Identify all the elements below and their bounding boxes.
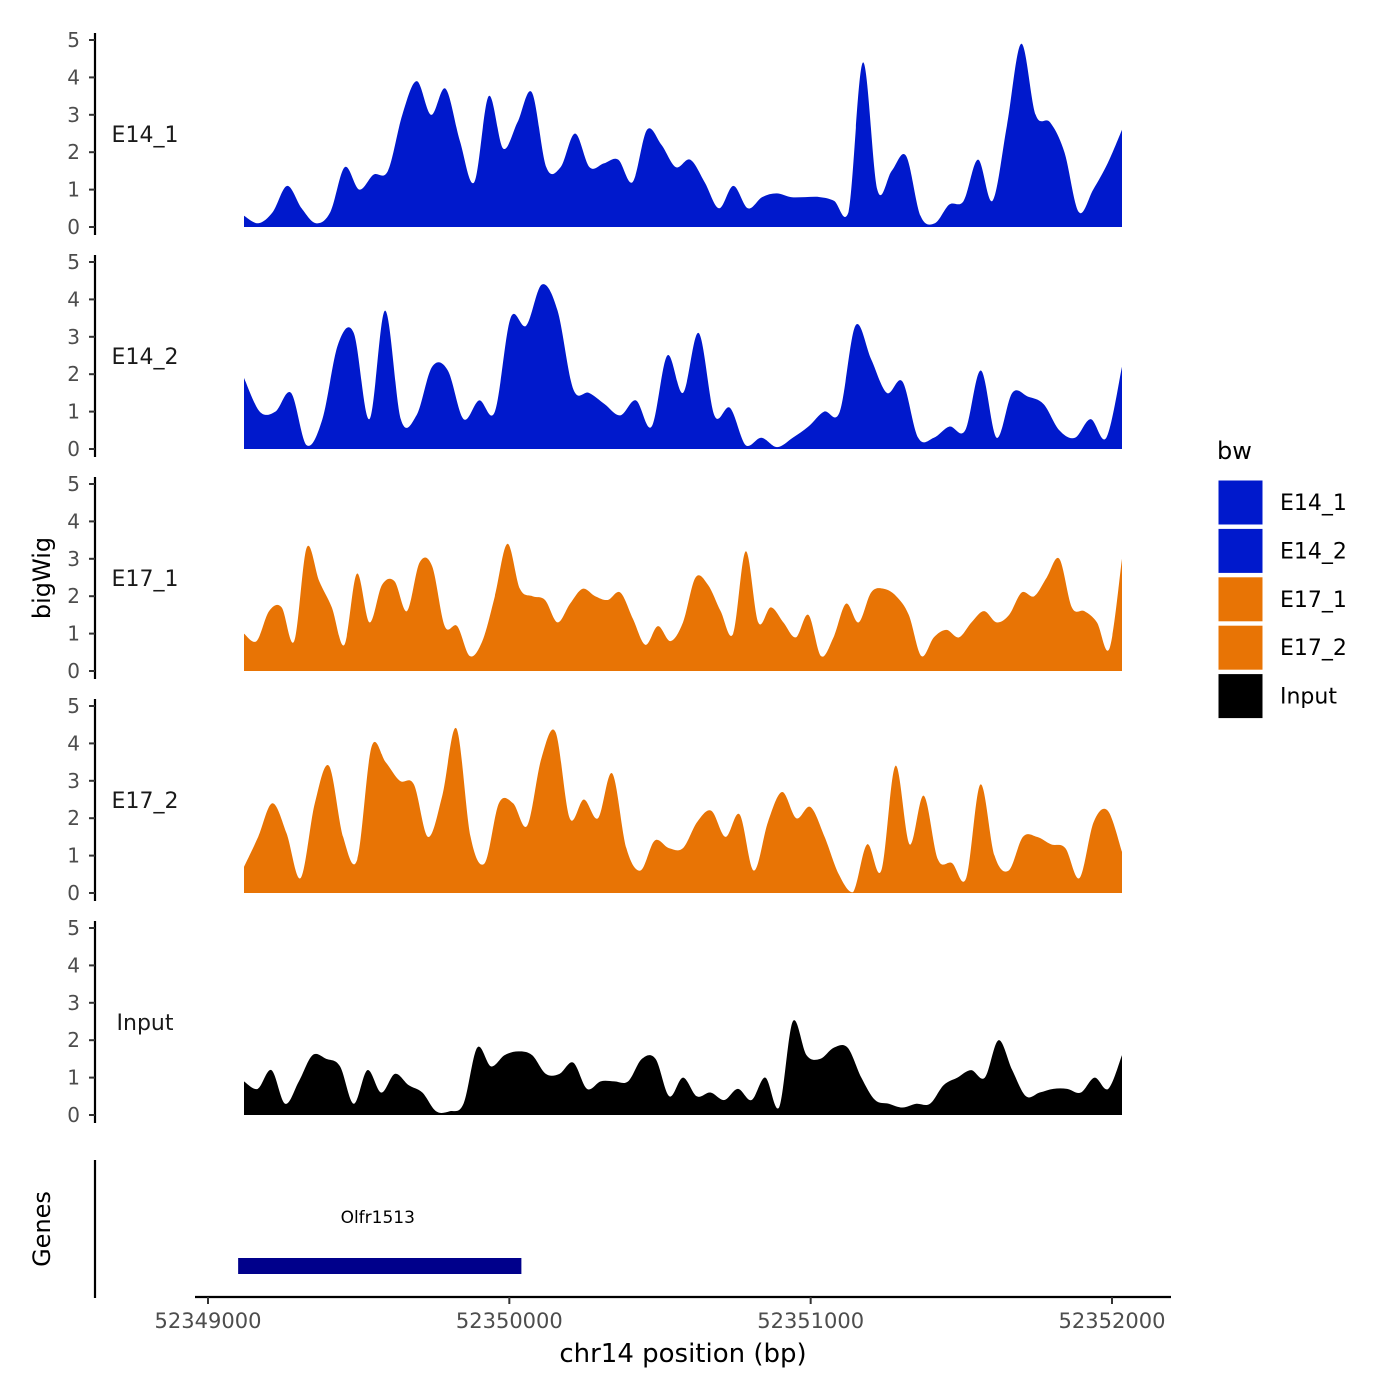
- legend-title: bw: [1217, 437, 1252, 465]
- track-panels: 0 1 2 3 4 5 E14_1 0 1 2 3 4 5 E14_2 0 1 2 3 4 5 E17_1 0 1 2 3 4 5 E…: [67, 28, 1122, 1127]
- coverage-area-e17-2: [244, 727, 1122, 893]
- coverage-area-e17-1: [244, 543, 1122, 671]
- y-tick-label: 2: [67, 584, 80, 608]
- y-tick-label: 1: [67, 622, 80, 646]
- y-tick-label: 0: [67, 659, 80, 683]
- legend-label: Input: [1280, 685, 1337, 710]
- coverage-area-e14-1: [244, 43, 1122, 228]
- y-tick-label: 4: [67, 953, 80, 977]
- track-panel-e17-1: 0 1 2 3 4 5 E17_1: [67, 472, 1122, 683]
- y-tick-label: 2: [67, 140, 80, 164]
- y-tick-label: 1: [67, 178, 80, 202]
- legend-label: E14_2: [1280, 539, 1347, 564]
- x-tick-label: 52351000: [757, 1309, 864, 1333]
- legend-swatch: [1217, 673, 1264, 720]
- track-panel-input: 0 1 2 3 4 5 Input: [67, 916, 1122, 1127]
- x-tick-label: 52352000: [1059, 1309, 1166, 1333]
- gene-label: Olfr1513: [341, 1208, 415, 1228]
- y-tick-label: 4: [67, 287, 80, 311]
- track-label: Input: [117, 1011, 174, 1036]
- y-tick-label: 5: [67, 250, 80, 274]
- y-tick-label: 3: [67, 325, 80, 349]
- gene-panel-title: Genes: [28, 1191, 56, 1267]
- x-tick-label: 52350000: [456, 1309, 563, 1333]
- y-tick-label: 1: [67, 844, 80, 868]
- coverage-area-input: [244, 1020, 1122, 1115]
- legend-swatch: [1217, 527, 1264, 574]
- track-panel-e14-2: 0 1 2 3 4 5 E14_2: [67, 250, 1122, 461]
- track-panel-e17-2: 0 1 2 3 4 5 E17_2: [67, 694, 1122, 905]
- gene-body: [238, 1258, 522, 1274]
- y-tick-label: 2: [67, 1028, 80, 1052]
- y-tick-label: 0: [67, 1103, 80, 1127]
- track-panel-e14-1: 0 1 2 3 4 5 E14_1: [67, 28, 1122, 239]
- y-tick-label: 3: [67, 547, 80, 571]
- x-tick-label: 52349000: [155, 1309, 262, 1333]
- y-tick-label: 4: [67, 731, 80, 755]
- y-tick-label: 0: [67, 215, 80, 239]
- legend-swatch: [1217, 576, 1264, 623]
- track-label: E14_1: [112, 123, 179, 148]
- y-tick-label: 2: [67, 362, 80, 386]
- gene-panel: Olfr1513: [93, 1160, 522, 1298]
- y-tick-label: 3: [67, 769, 80, 793]
- legend-label: E14_1: [1280, 491, 1347, 516]
- track-label: E14_2: [112, 345, 179, 370]
- y-tick-label: 2: [67, 806, 80, 830]
- y-tick-label: 0: [67, 437, 80, 461]
- y-tick-label: 5: [67, 694, 80, 718]
- legend-swatch: [1217, 624, 1264, 671]
- legend-label: E17_2: [1280, 636, 1347, 661]
- x-axis: 52349000 52350000 52351000 52352000: [155, 1295, 1171, 1333]
- track-label: E17_2: [112, 789, 179, 814]
- y-tick-label: 3: [67, 103, 80, 127]
- y-axis-title: bigWig: [28, 537, 56, 619]
- y-tick-label: 5: [67, 472, 80, 496]
- legend-swatch: [1217, 479, 1264, 526]
- coverage-area-e14-2: [244, 284, 1122, 449]
- y-tick-label: 3: [67, 991, 80, 1015]
- x-axis-title: chr14 position (bp): [559, 1339, 806, 1369]
- y-tick-label: 5: [67, 28, 80, 52]
- y-tick-label: 1: [67, 400, 80, 424]
- y-tick-label: 5: [67, 916, 80, 940]
- y-tick-label: 0: [67, 881, 80, 905]
- legend: bw E14_1 E14_2 E17_1 E17_2 Input: [1217, 437, 1347, 720]
- track-label: E17_1: [112, 567, 179, 592]
- legend-label: E17_1: [1280, 588, 1347, 613]
- y-tick-label: 4: [67, 509, 80, 533]
- y-tick-label: 4: [67, 65, 80, 89]
- y-tick-label: 1: [67, 1066, 80, 1090]
